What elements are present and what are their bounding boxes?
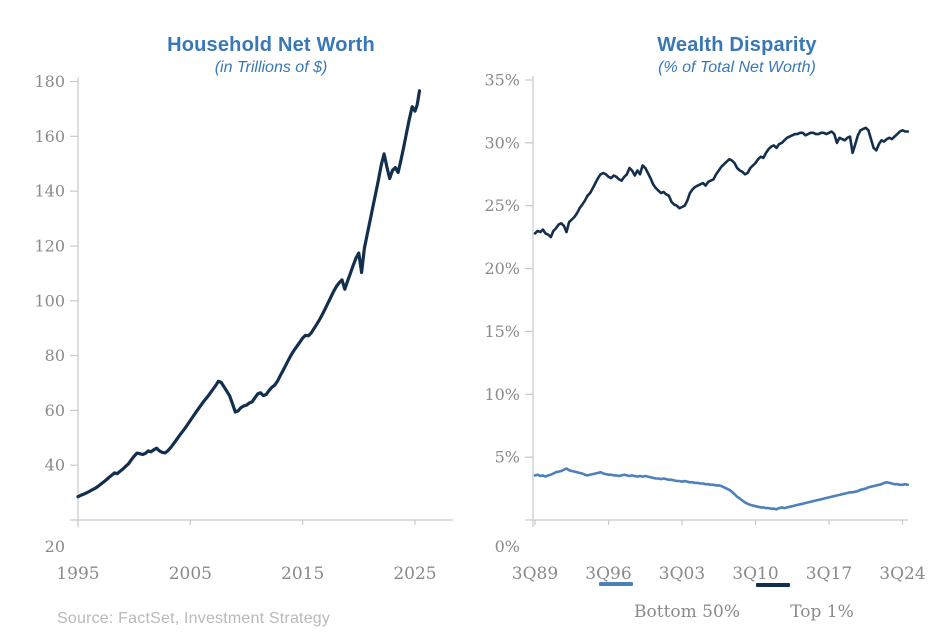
right-chart-header: Wealth Disparity (% of Total Net Worth): [544, 33, 930, 78]
source-note: Source: FactSet, Investment Strategy: [57, 610, 331, 627]
left-chart-title: Household Net Worth: [167, 34, 375, 56]
y-tick-label: 30%: [484, 133, 520, 152]
x-tick-label: 3Q24: [879, 564, 925, 584]
right-chart-subtitle: (% of Total Net Worth): [658, 59, 816, 76]
y-tick-label: 80: [45, 346, 65, 365]
y-tick-label: 15%: [484, 322, 520, 341]
x-tick-label: 2005: [169, 564, 212, 584]
y-tick-label: 10%: [484, 385, 520, 404]
x-tick-label: 2025: [393, 564, 436, 584]
x-tick-label: 3Q03: [659, 564, 705, 584]
legend-swatch-top-1-line: [756, 583, 790, 587]
y-tick-label: 20%: [484, 259, 520, 278]
y-tick-label: 40: [45, 456, 65, 475]
x-tick-label: 1995: [56, 564, 99, 584]
right-chart-title: Wealth Disparity: [657, 34, 817, 56]
y-tick-label: 20: [45, 537, 65, 556]
series-line-bottom-50-: [533, 467, 910, 511]
y-tick-label: 180: [34, 72, 65, 91]
y-tick-label: 100: [34, 291, 65, 310]
left-chart-subtitle: (in Trillions of $): [214, 59, 328, 76]
x-tick-label: 3Q10: [732, 564, 778, 584]
y-tick-label: 60: [45, 401, 65, 420]
legend-swatch-bottom-50-line: [599, 582, 633, 586]
series-line-top-1-: [533, 126, 910, 239]
x-tick-label: 3Q17: [806, 564, 852, 584]
x-tick-label: 3Q89: [512, 564, 558, 584]
legend-label-top-1: Top 1%: [790, 602, 854, 622]
y-tick-label: 5%: [495, 448, 520, 467]
y-tick-label: 140: [34, 182, 65, 201]
y-tick-label: 25%: [484, 196, 520, 215]
legend-label-bottom-50: Bottom 50%: [634, 602, 740, 622]
y-tick-label: 0%: [495, 537, 520, 556]
y-tick-label: 35%: [484, 71, 520, 90]
y-tick-label: 160: [34, 127, 65, 146]
series-line-household-net-worth: [76, 89, 422, 499]
x-tick-label: 2015: [281, 564, 324, 584]
x-tick-label: 3Q96: [585, 564, 631, 584]
y-tick-label: 120: [34, 236, 65, 255]
left-chart-header: Household Net Worth (in Trillions of $): [78, 33, 464, 78]
